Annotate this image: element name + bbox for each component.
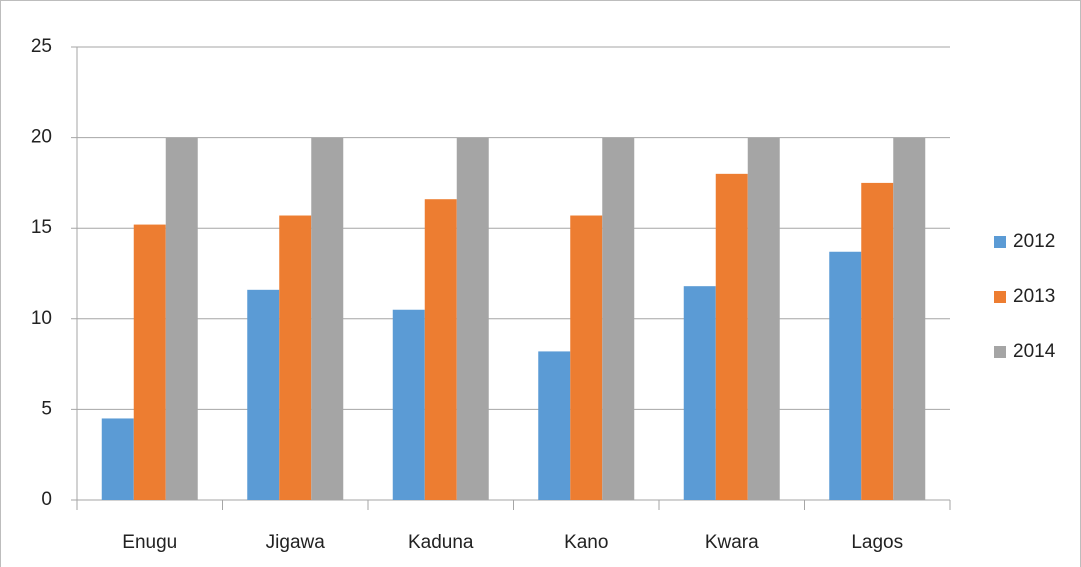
x-tick-label: Lagos — [851, 532, 903, 553]
y-tick-label: 20 — [31, 127, 52, 148]
bar — [456, 137, 489, 500]
legend-swatch — [994, 236, 1006, 248]
y-tick-label: 5 — [41, 398, 52, 419]
bar — [747, 137, 780, 500]
y-tick-label: 15 — [31, 217, 52, 238]
bar — [570, 215, 603, 501]
bar — [392, 309, 425, 500]
bar — [165, 137, 198, 500]
bar — [602, 137, 635, 500]
bar — [101, 418, 134, 500]
bar — [683, 286, 716, 500]
legend-swatch — [994, 346, 1006, 358]
bar — [247, 289, 280, 500]
bar — [715, 173, 748, 500]
y-tick-label: 10 — [31, 308, 52, 329]
x-tick-label: Enugu — [122, 532, 177, 553]
x-tick-label: Jigawa — [266, 532, 326, 553]
x-tick-label: Kano — [564, 532, 608, 553]
bar — [279, 215, 312, 501]
legend-label: 2014 — [1013, 341, 1056, 362]
legend-label: 2012 — [1013, 231, 1055, 252]
bar — [829, 251, 862, 500]
x-tick-label: Kaduna — [408, 532, 474, 553]
legend-swatch — [994, 291, 1006, 303]
bar — [861, 182, 894, 500]
y-tick-label: 25 — [31, 36, 52, 57]
x-tick-label: Kwara — [705, 532, 759, 553]
bar — [893, 137, 926, 500]
y-tick-label: 0 — [41, 489, 52, 510]
bar — [424, 199, 457, 500]
bar — [311, 137, 344, 500]
legend-label: 2013 — [1013, 286, 1055, 307]
bar — [538, 351, 571, 500]
bar — [133, 224, 166, 501]
